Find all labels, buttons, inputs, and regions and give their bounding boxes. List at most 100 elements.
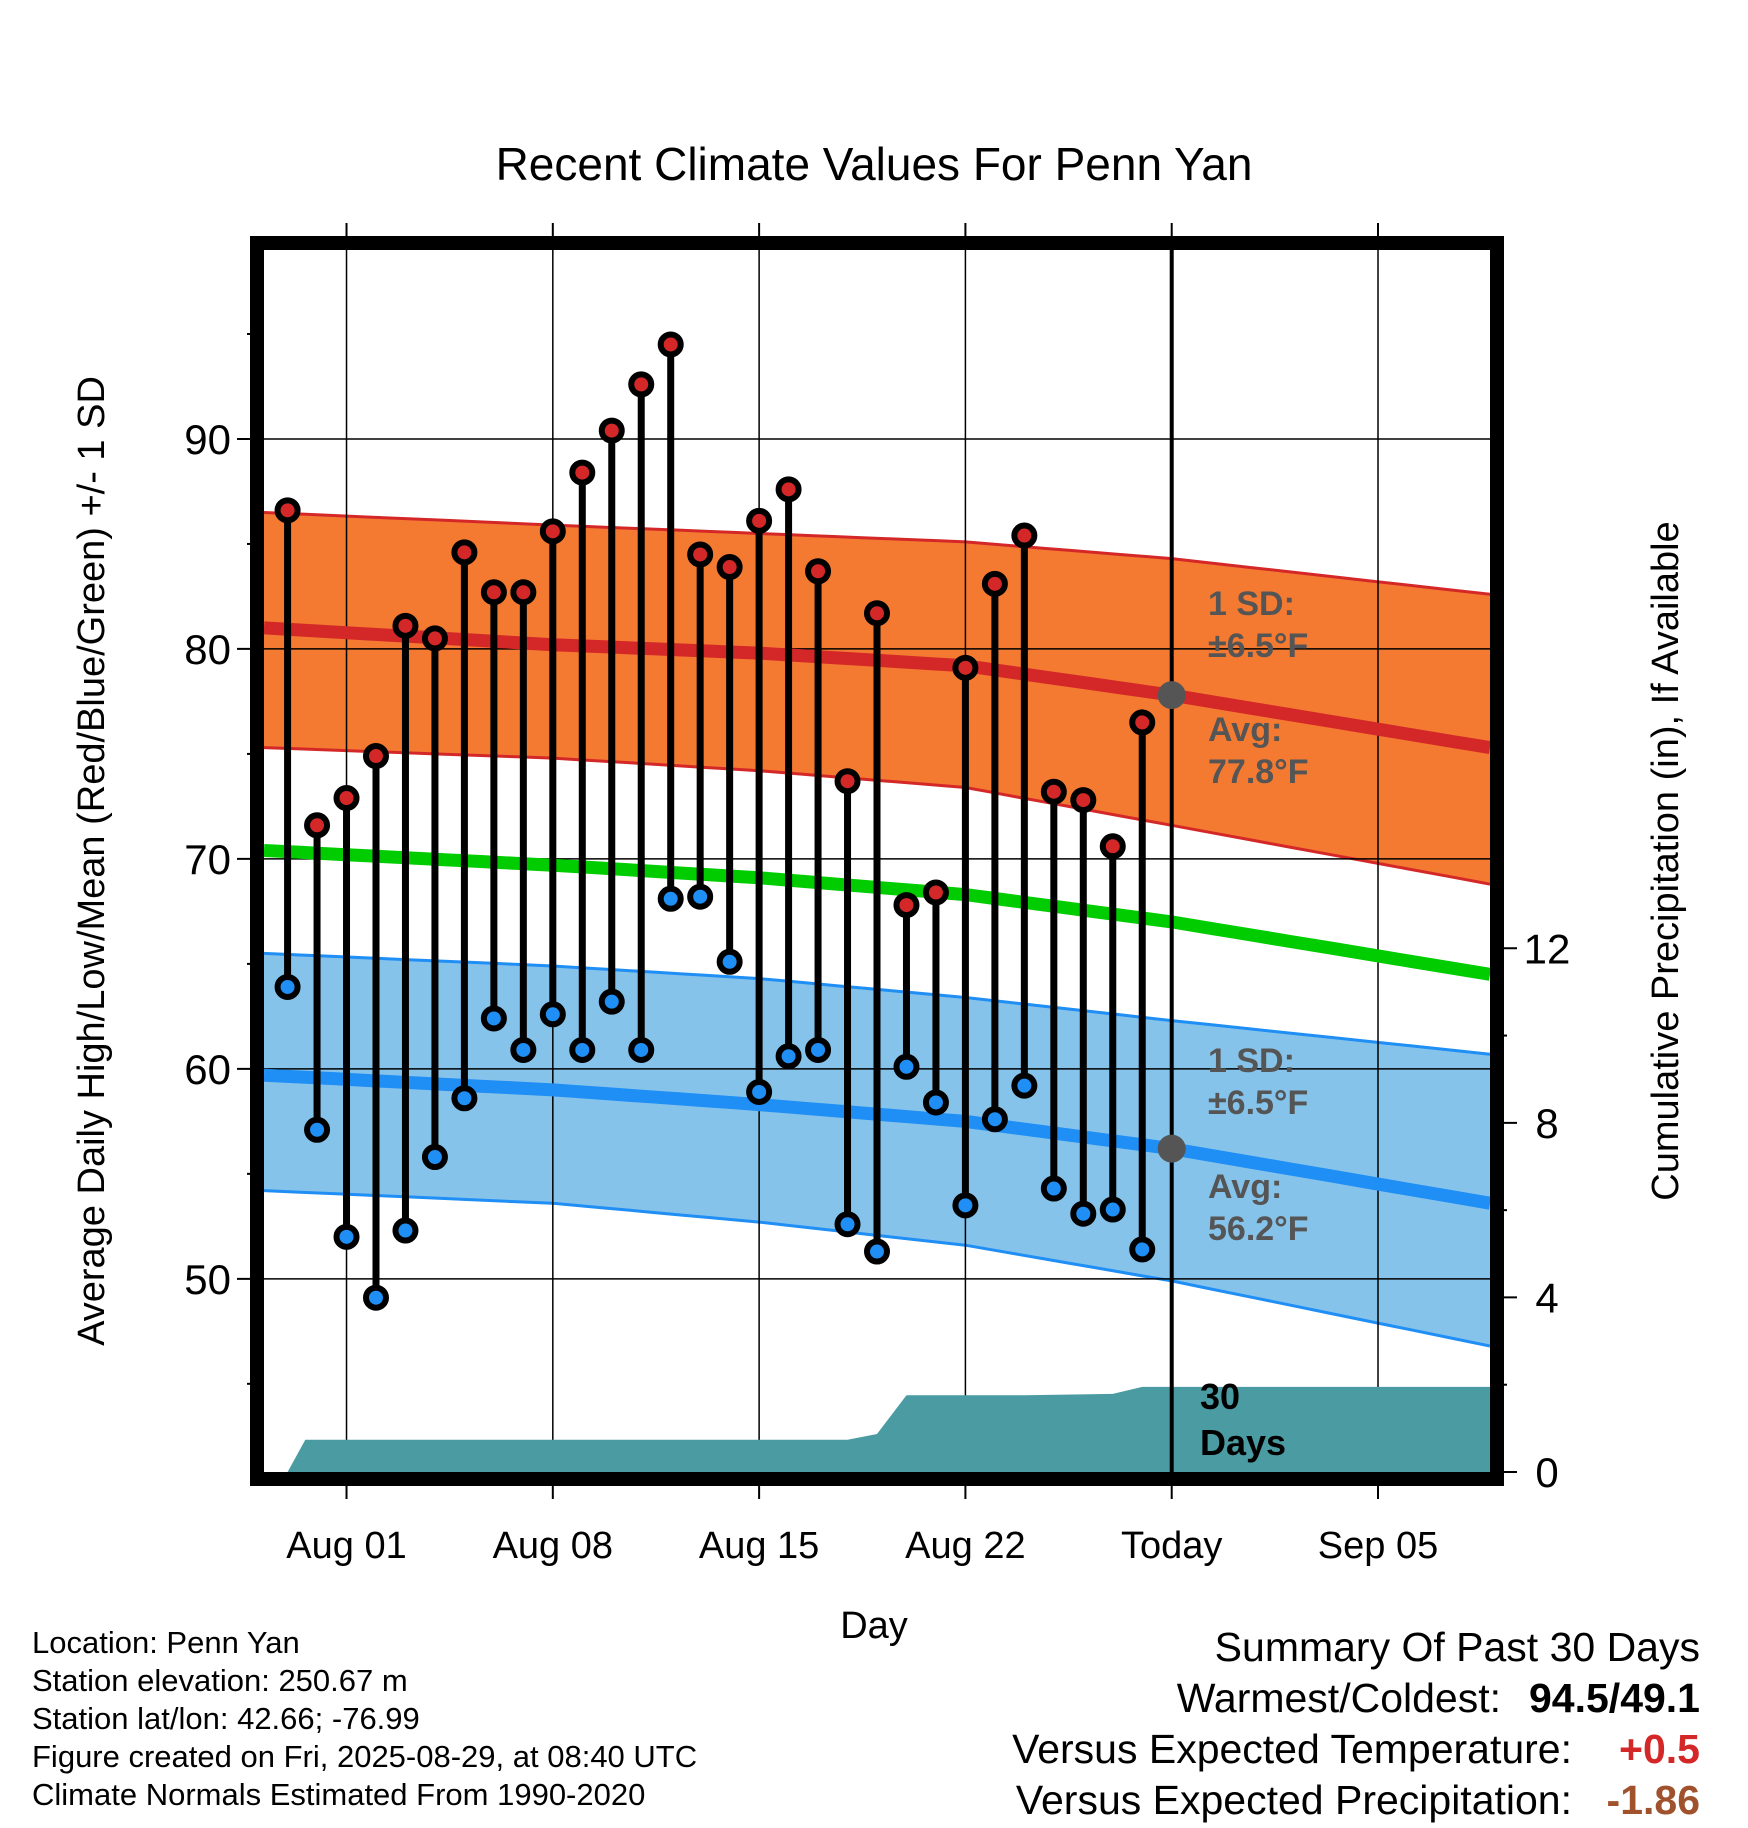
daily-low-point bbox=[628, 1036, 655, 1063]
summary-precip-row: Versus Expected Precipitation: -1.86 bbox=[1012, 1775, 1700, 1826]
warmest-value: 94.5/49.1 bbox=[1529, 1675, 1700, 1721]
today-low-avg-dot bbox=[1157, 1134, 1186, 1163]
daily-high-point bbox=[539, 518, 566, 545]
daily-low-point bbox=[510, 1036, 537, 1063]
low-avg-label: Avg: bbox=[1208, 1168, 1282, 1206]
daily-low-point bbox=[598, 988, 625, 1015]
low-sd-upper-edge bbox=[264, 951, 1490, 1056]
daily-observations bbox=[274, 331, 1156, 1311]
daily-high-point bbox=[922, 879, 949, 906]
daily-low-point bbox=[687, 883, 714, 910]
daily-low-point bbox=[392, 1217, 419, 1244]
x-tick-label: Aug 01 bbox=[286, 1525, 406, 1567]
x-axis-label: Day bbox=[840, 1605, 908, 1647]
axes: 50 60 70 80 90 0 4 8 12 Aug 01 Aug 08 Aug 15 Aug 22 T… bbox=[184, 223, 1570, 1567]
daily-high-point bbox=[451, 539, 478, 566]
high-avg-label: Avg: bbox=[1208, 711, 1282, 749]
daily-low-point bbox=[1129, 1236, 1156, 1263]
low-sd-label: 1 SD: bbox=[1208, 1042, 1295, 1080]
y-tick-label: 50 bbox=[184, 1256, 231, 1303]
daily-high-point bbox=[392, 612, 419, 639]
figure-created: Figure created on Fri, 2025-08-29, at 08… bbox=[32, 1739, 698, 1774]
daily-high-point bbox=[1011, 522, 1038, 549]
daily-low-point bbox=[834, 1211, 861, 1238]
high-sd-value: ±6.5°F bbox=[1208, 627, 1308, 665]
daily-low-point bbox=[480, 1005, 507, 1032]
daily-high-point bbox=[569, 459, 596, 486]
normal-high-line bbox=[264, 621, 1490, 755]
daily-low-point bbox=[304, 1116, 331, 1143]
climate-normals-note: Climate Normals Estimated From 1990-2020 bbox=[32, 1777, 646, 1812]
daily-high-point bbox=[598, 417, 625, 444]
daily-low-point bbox=[362, 1284, 389, 1311]
daily-high-point bbox=[628, 371, 655, 398]
daily-low-point bbox=[952, 1192, 979, 1219]
daily-high-point bbox=[746, 507, 773, 534]
daily-low-point bbox=[893, 1053, 920, 1080]
daily-low-point bbox=[421, 1144, 448, 1171]
station-info: Location: Penn Yan Station elevation: 25… bbox=[32, 1624, 697, 1814]
daily-high-point bbox=[333, 785, 360, 812]
y2-tick-label: 0 bbox=[1535, 1449, 1558, 1496]
y-axis-label: Average Daily High/Low/Mean (Red/Blue/Gr… bbox=[71, 376, 113, 1346]
y2-tick-label: 8 bbox=[1535, 1100, 1558, 1147]
daily-low-point bbox=[716, 948, 743, 975]
plot-frame bbox=[250, 236, 1504, 1486]
daily-low-point bbox=[1099, 1196, 1126, 1223]
daily-low-point bbox=[274, 973, 301, 1000]
daily-high-point bbox=[304, 812, 331, 839]
y-tick-label: 60 bbox=[184, 1046, 231, 1093]
daily-high-point bbox=[1099, 833, 1126, 860]
daily-high-point bbox=[274, 497, 301, 524]
daily-high-point bbox=[1129, 709, 1156, 736]
normal-low-line bbox=[264, 1068, 1490, 1210]
high-sd-upper-edge bbox=[264, 511, 1490, 596]
daily-high-point bbox=[687, 541, 714, 568]
daily-low-point bbox=[805, 1036, 832, 1063]
daily-low-point bbox=[1040, 1175, 1067, 1202]
summary-panel: Summary Of Past 30 Days Warmest/Coldest:… bbox=[1012, 1622, 1700, 1826]
precip-area bbox=[287, 1386, 1490, 1472]
daily-low-point bbox=[864, 1238, 890, 1265]
low-avg-value: 56.2°F bbox=[1208, 1210, 1309, 1248]
y-tick-label: 80 bbox=[184, 626, 231, 673]
precip-days-number: 30 bbox=[1200, 1376, 1240, 1417]
daily-low-point bbox=[451, 1085, 478, 1112]
daily-high-point bbox=[864, 600, 890, 627]
daily-high-point bbox=[716, 554, 743, 581]
today-line bbox=[1157, 250, 1186, 1472]
precip-diff-label: Versus Expected Precipitation: bbox=[1015, 1777, 1572, 1823]
x-tick-label: Aug 08 bbox=[493, 1525, 613, 1567]
temp-diff-value: +0.5 bbox=[1619, 1726, 1700, 1772]
precip-diff-value: -1.86 bbox=[1606, 1777, 1700, 1823]
daily-low-point bbox=[1070, 1200, 1097, 1227]
summary-temp-row: Versus Expected Temperature: +0.5 bbox=[1012, 1724, 1700, 1775]
chart-title: Recent Climate Values For Penn Yan bbox=[496, 138, 1253, 190]
high-avg-value: 77.8°F bbox=[1208, 753, 1309, 791]
x-tick-label: Aug 22 bbox=[905, 1525, 1025, 1567]
daily-high-point bbox=[893, 892, 920, 919]
low-sd-lower-edge bbox=[264, 1189, 1490, 1348]
daily-low-point bbox=[746, 1078, 773, 1105]
summary-warmest-row: Warmest/Coldest: 94.5/49.1 bbox=[1012, 1673, 1700, 1724]
daily-low-point bbox=[1011, 1072, 1038, 1099]
daily-low-point bbox=[922, 1089, 949, 1116]
temp-diff-label: Versus Expected Temperature: bbox=[1012, 1726, 1572, 1772]
x-tick-label: Aug 15 bbox=[699, 1525, 819, 1567]
daily-high-point bbox=[657, 331, 684, 358]
low-sd-value: ±6.5°F bbox=[1208, 1084, 1308, 1122]
daily-low-point bbox=[657, 885, 684, 912]
normal-mean-line bbox=[264, 844, 1490, 981]
y2-axis-label: Cumulative Precipitation (in), If Availa… bbox=[1645, 521, 1687, 1200]
daily-high-point bbox=[952, 654, 979, 681]
daily-high-point bbox=[362, 743, 389, 770]
daily-high-point bbox=[981, 570, 1008, 597]
station-latlon: Station lat/lon: 42.66; -76.99 bbox=[32, 1701, 420, 1736]
daily-high-point bbox=[1040, 778, 1067, 805]
daily-high-point bbox=[834, 768, 861, 795]
y2-tick-label: 12 bbox=[1524, 925, 1571, 972]
warmest-label: Warmest/Coldest: bbox=[1176, 1675, 1501, 1721]
precip-area-fill bbox=[287, 1386, 1490, 1472]
daily-high-point bbox=[480, 579, 507, 606]
